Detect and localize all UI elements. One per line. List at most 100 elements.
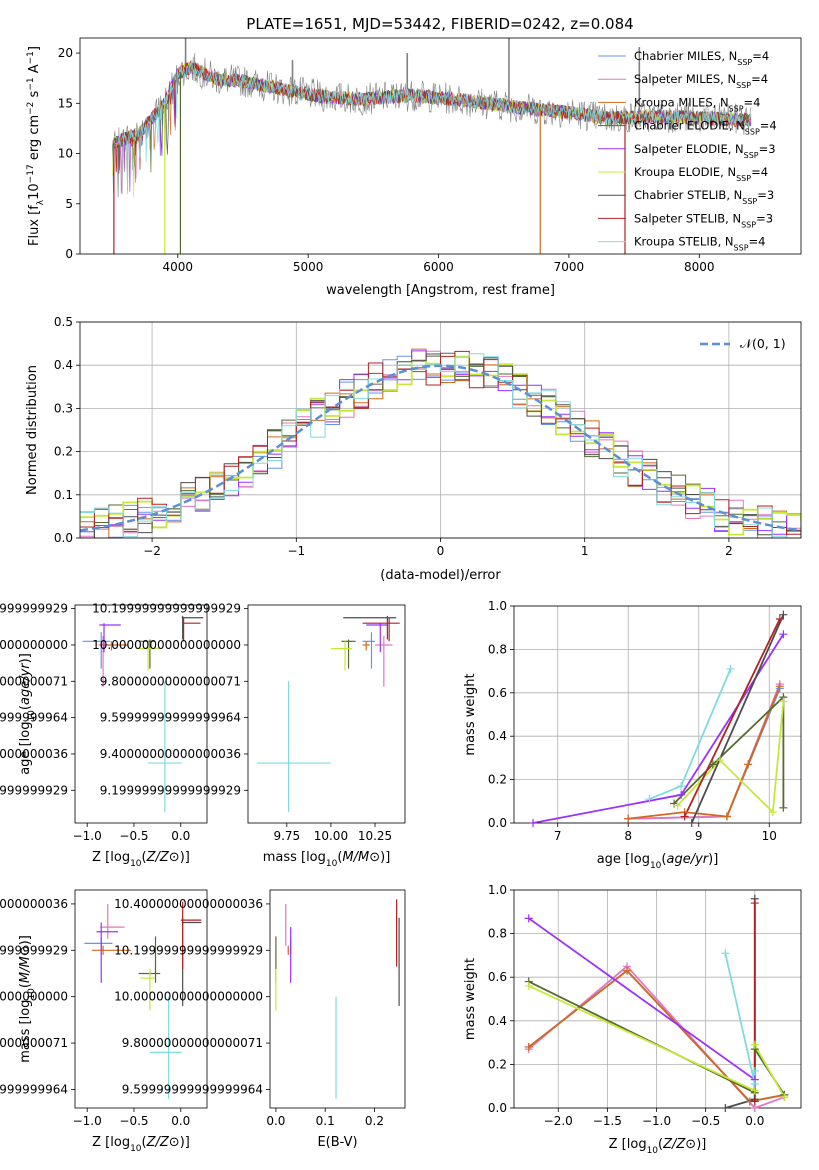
weight-line xyxy=(683,618,781,817)
y-axis-label: mass weight xyxy=(463,958,478,1040)
y-tick-label: 0.3 xyxy=(54,401,73,415)
y-tick-label: 9.19999999999999929 xyxy=(100,783,241,797)
weight-marker xyxy=(721,1104,730,1112)
y-tick-label: 15 xyxy=(58,96,73,110)
x-axis-label: wavelength [Angstrom, rest frame] xyxy=(326,283,555,298)
x-tick-label: 9 xyxy=(695,829,703,843)
plot-area xyxy=(84,901,202,1099)
weight-marker xyxy=(721,949,730,958)
x-axis-label: Z [log10(Z/Z⊙)] xyxy=(609,1137,707,1156)
axes-frame xyxy=(513,889,802,1109)
weight-line xyxy=(690,614,785,823)
y-tick-label: 1.0 xyxy=(488,883,507,897)
spectrum-model-line xyxy=(112,62,752,174)
weight-marker xyxy=(775,682,784,691)
weight-marker xyxy=(715,756,724,765)
y-tick-label: 0.0 xyxy=(488,1101,507,1115)
weight-marker xyxy=(524,914,533,923)
plot-area xyxy=(80,348,801,538)
y-tick-label: 1.0 xyxy=(488,599,507,613)
x-axis-label: (data-model)/error xyxy=(380,568,501,583)
weight-marker xyxy=(750,1097,759,1106)
x-tick-label: 0.0 xyxy=(745,1114,764,1128)
weight-marker xyxy=(750,1040,759,1049)
weight-marker xyxy=(779,697,788,706)
weight-marker xyxy=(750,1066,759,1075)
x-tick-label: 0.2 xyxy=(365,1114,384,1128)
legend-label: Kroupa STELIB, NSSP=4 xyxy=(634,235,765,253)
y-tick-label: 10.40000000000000036 xyxy=(0,897,68,911)
plot-area xyxy=(256,615,400,813)
y-tick-label: 9.59999999999999964 xyxy=(0,711,68,725)
x-tick-label: 1 xyxy=(581,544,589,558)
y-tick-label: 9.59999999999999964 xyxy=(122,1082,263,1096)
weight-marker xyxy=(524,981,533,990)
y-tick-label: 10.19999999999999929 xyxy=(0,943,68,957)
y-axis-label: Flux [fλ10−17 erg cm−2 s−1 A−1] xyxy=(26,46,46,246)
weight-marker xyxy=(726,664,735,673)
y-tick-label: 9.80000000000000071 xyxy=(122,1036,263,1050)
y-tick-label: 0.4 xyxy=(488,729,507,743)
x-tick-label: 7 xyxy=(554,829,562,843)
legend-label: 𝒩(0, 1) xyxy=(740,336,786,351)
x-tick-label: 10 xyxy=(762,829,777,843)
weight-marker xyxy=(687,819,696,827)
y-tick-label: 0.1 xyxy=(54,488,73,502)
y-tick-label: 9.19999999999999929 xyxy=(0,783,68,797)
axes-frame xyxy=(79,37,802,255)
x-tick-label: −2.0 xyxy=(544,1114,573,1128)
x-axis-label: E(B-V) xyxy=(317,1135,357,1150)
x-tick-label: −0.5 xyxy=(119,829,148,843)
x-axis-label: mass [log10(M/M⊙)] xyxy=(263,850,391,869)
legend-label: Chabrier STELIB, NSSP=3 xyxy=(634,188,774,206)
y-tick-label: 0.2 xyxy=(54,445,73,459)
y-tick-label: 9.40000000000000036 xyxy=(100,747,241,761)
x-tick-label: 0.1 xyxy=(316,1114,335,1128)
legend-label: Chabrier ELODIE, NSSP=4 xyxy=(634,119,777,137)
weight-marker xyxy=(780,1093,789,1102)
x-tick-label: −1.0 xyxy=(642,1114,671,1128)
axes-frame xyxy=(269,889,406,1109)
y-tick-label: 9.80000000000000071 xyxy=(0,1036,68,1050)
weight-marker xyxy=(524,1042,533,1051)
y-tick-label: 0.2 xyxy=(488,773,507,787)
y-tick-label: 9.40000000000000036 xyxy=(0,747,68,761)
y-tick-label: 0.6 xyxy=(488,686,507,700)
weight-marker xyxy=(708,760,717,769)
weight-marker xyxy=(775,615,784,624)
y-axis-label: mass [log10(M/M⊙)] xyxy=(18,935,37,1063)
y-tick-label: 10.19999999999999929 xyxy=(0,602,68,616)
weight-marker xyxy=(677,782,686,791)
y-tick-label: 0.8 xyxy=(488,642,507,656)
y-tick-label: 0.8 xyxy=(488,927,507,941)
chart-weight-vs-age: 7 8 9 10 0.0 0.2 0.4 0.6 0.8 1.0 age [log10(age/yr… xyxy=(463,599,802,871)
y-tick-label: 9.59999999999999964 xyxy=(0,1082,68,1096)
weight-marker xyxy=(768,808,777,817)
weight-marker xyxy=(624,814,633,823)
plot-area xyxy=(112,38,752,254)
chart-weight-vs-Z: −2.0 −1.5 −1.0 −0.5 0.0 0.0 0.2 0.4 0.6 0.8 1.0 Z [… xyxy=(463,883,802,1156)
axes-frame xyxy=(513,605,802,824)
x-tick-label: 10.00 xyxy=(314,829,348,843)
y-axis-label: mass weight xyxy=(463,673,478,755)
x-tick-label: 0 xyxy=(437,544,445,558)
legend-label: Chabrier MILES, NSSP=4 xyxy=(634,49,769,67)
weight-marker xyxy=(673,801,682,810)
y-tick-label: 10.00000000000000000 xyxy=(0,638,68,652)
weight-marker xyxy=(779,610,788,619)
y-tick-label: 9.80000000000000071 xyxy=(100,674,241,688)
weight-marker xyxy=(779,630,788,639)
weight-marker xyxy=(750,1080,759,1089)
y-tick-label: 10.19999999999999929 xyxy=(114,943,263,957)
plot-area xyxy=(532,614,785,823)
x-tick-label: 0.0 xyxy=(171,1114,190,1128)
y-tick-label: 0 xyxy=(65,247,73,261)
x-tick-label: 6000 xyxy=(423,260,454,274)
y-axis-label: Normed distribution xyxy=(25,365,40,495)
x-tick-label: 2 xyxy=(725,544,733,558)
x-axis-label: Z [log10(Z/Z⊙)] xyxy=(92,850,190,869)
weight-line xyxy=(528,917,756,1081)
weight-marker xyxy=(779,803,788,812)
x-tick-label: 5000 xyxy=(293,260,324,274)
x-tick-label: 8 xyxy=(624,829,632,843)
